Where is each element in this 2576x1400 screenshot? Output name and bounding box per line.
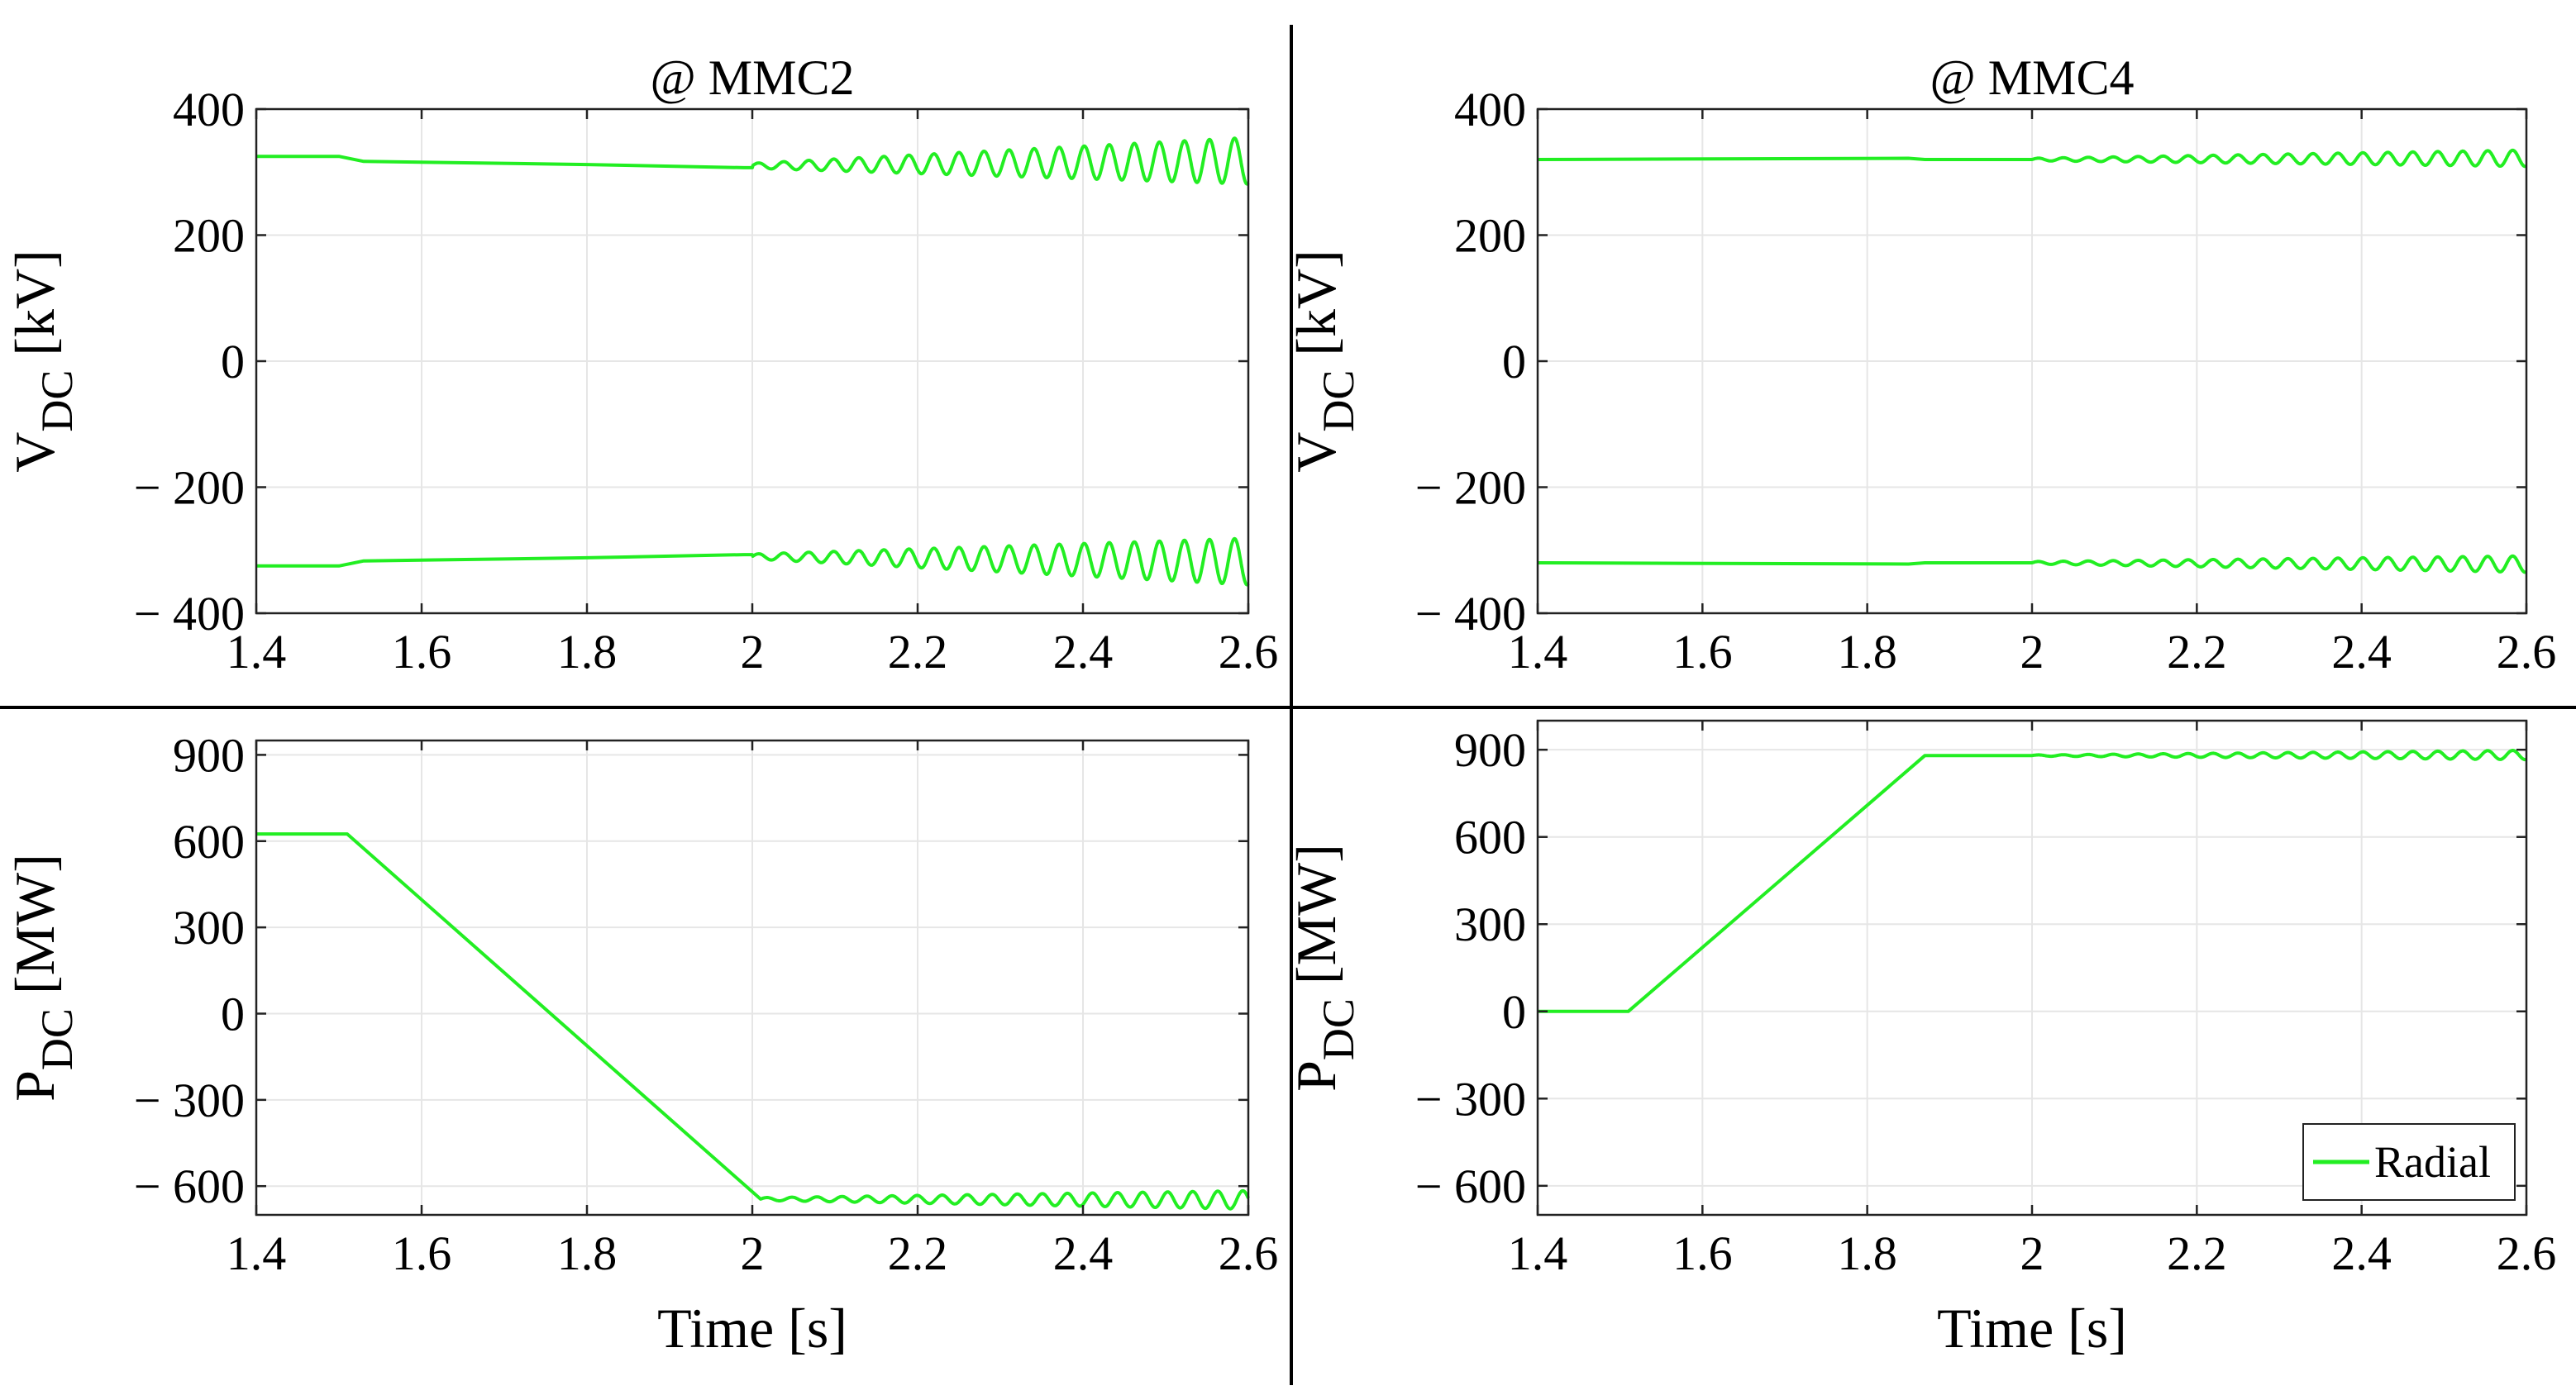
y-tick-label: − 600 — [1415, 1160, 1526, 1213]
y-axis-label-subscript: DC — [1314, 998, 1363, 1060]
y-tick-label: − 300 — [1415, 1072, 1526, 1126]
y-tick-label: 0 — [1502, 985, 1526, 1039]
x-tick-label: 2.2 — [888, 625, 948, 679]
grid-lines — [255, 108, 1249, 614]
grid-lines — [1537, 108, 2527, 614]
tick-labels: 1.4 1.6 1.8 2 2.2 2.4 2.6 − 600 − 300 0 300 600 900 — [134, 728, 1278, 1280]
panel-mmc4-voltage: 1.4 1.6 1.8 2 2.2 2.4 2.6 − 400 − 200 0 200 400 @ M… — [1285, 50, 2556, 679]
grid-lines — [255, 740, 1249, 1215]
x-tick-label: 1.6 — [392, 625, 452, 679]
panel-mmc2-power: 1.4 1.6 1.8 2 2.2 2.4 2.6− 600− 3000300600900 … — [3, 728, 1278, 1360]
y-tick-label: 0 — [1502, 335, 1526, 388]
legend-label-radial: Radial — [2374, 1137, 2491, 1187]
x-tick-label: 1.8 — [557, 1226, 618, 1280]
series-line-v--1 — [256, 536, 1250, 587]
y-axis-label: VDC [kV] — [1285, 250, 1363, 473]
x-tick-label: 1.8 — [557, 625, 618, 679]
x-tick-label: 1.4 — [227, 625, 287, 679]
tick-labels: 1.4 1.6 1.8 2 2.2 2.4 2.6 − 400 − 200 0 200 400 — [1415, 83, 2556, 679]
y-axis-label-main: P — [3, 1070, 66, 1102]
x-tick-label: 1.4 — [1508, 1226, 1568, 1280]
y-tick-label: − 400 — [134, 587, 245, 640]
x-tick-label: 1.6 — [1672, 625, 1733, 679]
x-tick-label: 2 — [2020, 625, 2044, 679]
x-tick-label: 1.4 — [227, 1226, 287, 1280]
data-traces — [256, 136, 1250, 587]
data-traces — [1538, 749, 2528, 1013]
y-tick-label: 300 — [1454, 898, 1526, 951]
y-tick-label: 200 — [1454, 209, 1526, 263]
chart-title: @ MMC2 — [651, 50, 855, 105]
y-tick-label: − 200 — [134, 461, 245, 515]
x-tick-label: 2.6 — [2497, 1226, 2557, 1280]
x-tick-label: 2.4 — [2331, 625, 2392, 679]
series-line-p-0 — [256, 832, 1250, 1211]
y-tick-label: 600 — [1454, 811, 1526, 864]
y-axis-label-main: V — [3, 432, 66, 473]
x-tick-label: 2.4 — [1053, 625, 1114, 679]
y-axis-label-unit: [kV] — [1285, 250, 1348, 369]
x-axis-label: Time [s] — [657, 1297, 847, 1360]
x-tick-label: 2.6 — [2497, 625, 2557, 679]
y-tick-label: 200 — [173, 209, 245, 263]
series-line-radial-0 — [1538, 749, 2528, 1013]
y-axis-label-unit: [MW] — [1285, 844, 1348, 998]
series-line-v--1 — [1537, 554, 2528, 574]
x-tick-label: 2.2 — [888, 1226, 948, 1280]
chart-title: @ MMC4 — [1930, 50, 2135, 105]
y-tick-label: 0 — [221, 335, 245, 388]
y-tick-label: − 200 — [1415, 461, 1526, 515]
x-tick-label: 1.6 — [392, 1226, 452, 1280]
data-traces — [256, 832, 1250, 1211]
series-line-v--0 — [1537, 148, 2528, 169]
y-axis-label-subscript: DC — [32, 1008, 82, 1070]
y-tick-label: 400 — [1454, 83, 1526, 136]
y-axis-label-unit: [MW] — [3, 854, 66, 1008]
series-line-v--0 — [256, 136, 1250, 186]
tick-labels: 1.4 1.6 1.8 2 2.2 2.4 2.6 − 400 − 200 0 200 400 — [134, 83, 1278, 679]
data-traces — [1537, 148, 2528, 574]
x-tick-label: 1.8 — [1837, 1226, 1897, 1280]
panel-mmc2-voltage: 1.4 1.6 1.8 2 2.2 2.4 2.6 − 400 − 200 0 200 400 @ M… — [3, 50, 1278, 679]
y-axis-label: PDC [MW] — [1285, 844, 1363, 1092]
y-tick-label: 600 — [173, 815, 245, 869]
x-axis-label: Time [s] — [1937, 1297, 2127, 1360]
x-tick-label: 2 — [741, 625, 765, 679]
y-tick-label: − 400 — [1415, 587, 1526, 640]
y-tick-label: − 300 — [134, 1074, 245, 1127]
y-axis-label-subscript: DC — [1314, 370, 1363, 432]
legend: Radial — [2302, 1123, 2516, 1201]
y-axis-label-unit: [kV] — [3, 250, 66, 369]
x-tick-label: 2 — [741, 1226, 765, 1280]
y-axis-label-main: P — [1285, 1060, 1348, 1092]
y-tick-label: 400 — [173, 83, 245, 136]
x-tick-label: 1.6 — [1672, 1226, 1733, 1280]
y-tick-label: 300 — [173, 901, 245, 955]
x-tick-label: 2.6 — [1219, 1226, 1279, 1280]
y-axis-label: PDC [MW] — [3, 854, 82, 1102]
panel-mmc4-power: 1.4 1.6 1.8 2 2.2 2.4 2.6− 600− 3000300600900 … — [1285, 719, 2556, 1360]
y-tick-label: 900 — [1454, 723, 1526, 777]
x-tick-label: 1.8 — [1837, 625, 1897, 679]
y-tick-label: 0 — [221, 987, 245, 1040]
y-axis-label-subscript: DC — [32, 370, 82, 432]
y-tick-label: 900 — [173, 728, 245, 782]
tick-labels: 1.4 1.6 1.8 2 2.2 2.4 2.6 − 600 − 300 0 300 600 900 — [1415, 721, 2556, 1280]
y-axis-label: VDC [kV] — [3, 250, 82, 473]
x-tick-label: 1.4 — [1508, 625, 1568, 679]
x-tick-label: 2.4 — [1053, 1226, 1114, 1280]
x-tick-label: 2.2 — [2167, 1226, 2227, 1280]
x-tick-label: 2.6 — [1219, 625, 1279, 679]
x-tick-label: 2 — [2020, 1226, 2044, 1280]
x-tick-label: 2.4 — [2331, 1226, 2392, 1280]
y-tick-label: − 600 — [134, 1160, 245, 1213]
y-axis-label-main: V — [1285, 432, 1348, 473]
x-tick-label: 2.2 — [2167, 625, 2227, 679]
